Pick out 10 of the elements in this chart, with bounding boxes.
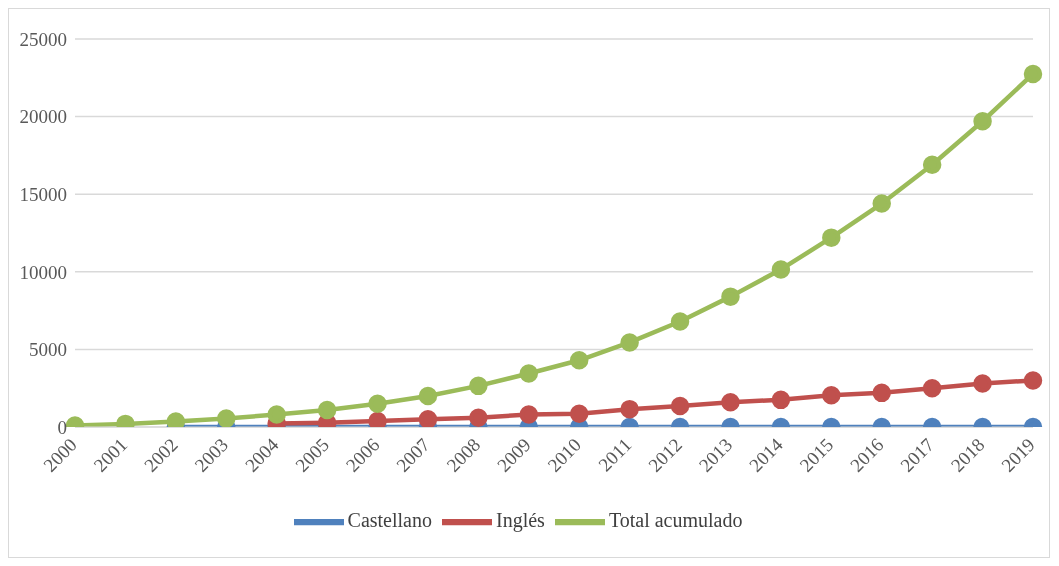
- legend-label: Inglés: [495, 508, 545, 531]
- y-tick-label: 5000: [29, 339, 67, 361]
- legend-label: Total acumulado: [608, 508, 743, 531]
- y-tick-label: 25000: [19, 28, 67, 50]
- y-tick-label: 0: [57, 416, 67, 438]
- x-tick-label: 2011: [594, 434, 636, 476]
- legend-label: Castellano: [347, 508, 432, 531]
- y-tick-label: 15000: [19, 183, 67, 205]
- y-tick-label: 10000: [19, 261, 67, 283]
- y-tick-label: 20000: [19, 106, 67, 128]
